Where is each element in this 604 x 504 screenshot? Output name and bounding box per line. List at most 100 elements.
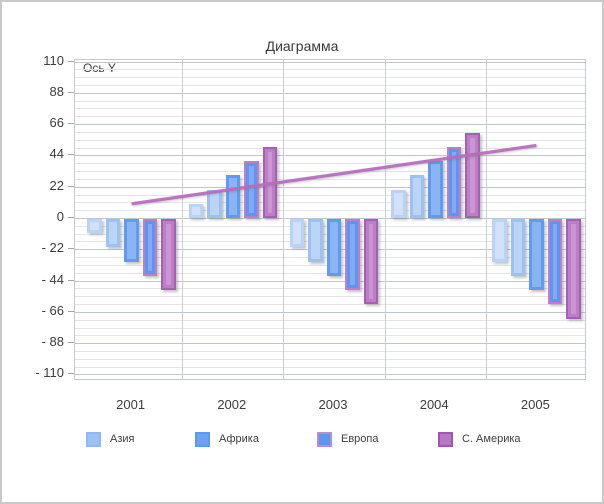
bar-series-Африка	[225, 175, 241, 218]
bar-series-Европа	[345, 219, 360, 291]
bar-highlight	[552, 224, 558, 300]
gridline-minor	[75, 139, 585, 141]
gridline-minor	[75, 84, 585, 86]
legend-swatch	[317, 432, 332, 447]
bar-series-Африка	[529, 219, 544, 291]
x-category-label: 2005	[520, 397, 550, 412]
gridline-minor	[75, 108, 585, 110]
bar-highlight	[571, 224, 576, 314]
bar-series-Азия	[207, 189, 222, 218]
gridline-major	[75, 311, 585, 313]
gridline-major	[75, 155, 585, 157]
bar-highlight	[249, 166, 254, 213]
bar-highlight	[166, 224, 171, 286]
bar-highlight	[532, 222, 541, 288]
gridline-minor	[75, 327, 585, 329]
gridline-minor	[75, 178, 585, 180]
gridline-minor	[75, 116, 585, 118]
y-tick-label: - 44	[41, 271, 64, 287]
bar-series-s1	[188, 203, 204, 218]
bar-highlight	[431, 164, 440, 215]
gridline-major	[75, 186, 585, 188]
y-tick-label: 22	[49, 177, 64, 193]
bar-series-Европа	[244, 161, 259, 218]
bar-series-Азия	[409, 175, 425, 218]
gridline-major	[75, 92, 585, 94]
y-axis-label: Ось Y	[83, 61, 116, 75]
bar-series-Африка	[326, 219, 342, 276]
x-category-label: 2002	[217, 397, 247, 412]
gridline-major	[75, 343, 585, 345]
y-axis-tick	[68, 373, 74, 375]
gridline-minor	[75, 210, 585, 212]
x-category-label: 2004	[419, 397, 449, 412]
gridline-minor	[75, 69, 585, 71]
bar-series-Африка	[124, 219, 139, 262]
gridline-major	[75, 61, 585, 63]
legend-label: С. Америка	[462, 433, 521, 445]
y-axis-tick	[68, 279, 74, 281]
bar-highlight	[191, 206, 201, 215]
bar-series-Европа	[547, 219, 563, 305]
bar-highlight	[412, 178, 422, 215]
bar-series-С. Америка	[566, 219, 581, 319]
bar-highlight	[394, 192, 403, 215]
y-axis-tick	[68, 154, 74, 156]
bar-highlight	[470, 137, 475, 213]
bar-series-Азия	[510, 219, 526, 276]
y-axis-tick	[68, 217, 74, 218]
gridline-minor	[75, 100, 585, 102]
bar-highlight	[311, 222, 320, 259]
bar-series-s1	[391, 189, 406, 218]
gridline-minor	[75, 163, 585, 165]
gridline-major	[75, 218, 585, 219]
y-tick-label: - 110	[35, 365, 64, 381]
y-tick-label: 44	[49, 146, 64, 162]
gridline-minor	[75, 319, 585, 321]
gridline-minor	[75, 351, 585, 353]
bar-series-С. Америка	[161, 219, 176, 291]
bar-series-С. Америка	[363, 219, 379, 305]
gridline-minor	[75, 194, 585, 196]
gridline-minor	[75, 358, 585, 360]
category-divider	[283, 60, 285, 379]
y-axis-tick	[68, 248, 74, 250]
y-axis-tick	[68, 123, 74, 125]
bar-series-s1	[289, 219, 305, 248]
gridline-minor	[75, 288, 585, 290]
y-tick-label: 66	[49, 115, 64, 131]
chart-title: Диаграмма	[265, 38, 339, 54]
bar-highlight	[90, 222, 99, 231]
legend-label: Европа	[341, 433, 379, 445]
gridline-minor	[75, 296, 585, 298]
category-divider	[384, 60, 386, 379]
bar-highlight	[368, 224, 374, 300]
y-tick-label: 0	[56, 209, 64, 224]
x-category-label: 2003	[318, 397, 348, 412]
category-divider	[182, 60, 184, 379]
gridline-minor	[75, 366, 585, 368]
gridline-major	[75, 280, 585, 282]
legend-item: Азия	[86, 432, 196, 448]
legend-swatch	[195, 432, 210, 447]
bar-series-Европа	[446, 146, 462, 218]
trend-line	[131, 143, 537, 206]
x-category-label: 2001	[116, 397, 146, 412]
gridline-minor	[75, 335, 585, 337]
y-axis-tick	[68, 185, 74, 187]
bar-highlight	[350, 224, 355, 286]
bar-highlight	[147, 224, 153, 271]
gridline-minor	[75, 131, 585, 133]
y-axis-tick	[68, 310, 74, 312]
y-tick-label: - 66	[41, 302, 64, 318]
y-tick-label: 110	[43, 52, 64, 68]
plot-area: Ось Y	[74, 59, 586, 380]
legend-item: С. Америка	[438, 432, 548, 448]
y-axis-tick	[68, 60, 74, 62]
legend-label: Африка	[219, 433, 259, 445]
bar-series-s1	[492, 219, 507, 262]
bar-series-Европа	[142, 219, 158, 276]
gridline-major	[75, 374, 585, 376]
legend-item: Африка	[195, 432, 305, 448]
